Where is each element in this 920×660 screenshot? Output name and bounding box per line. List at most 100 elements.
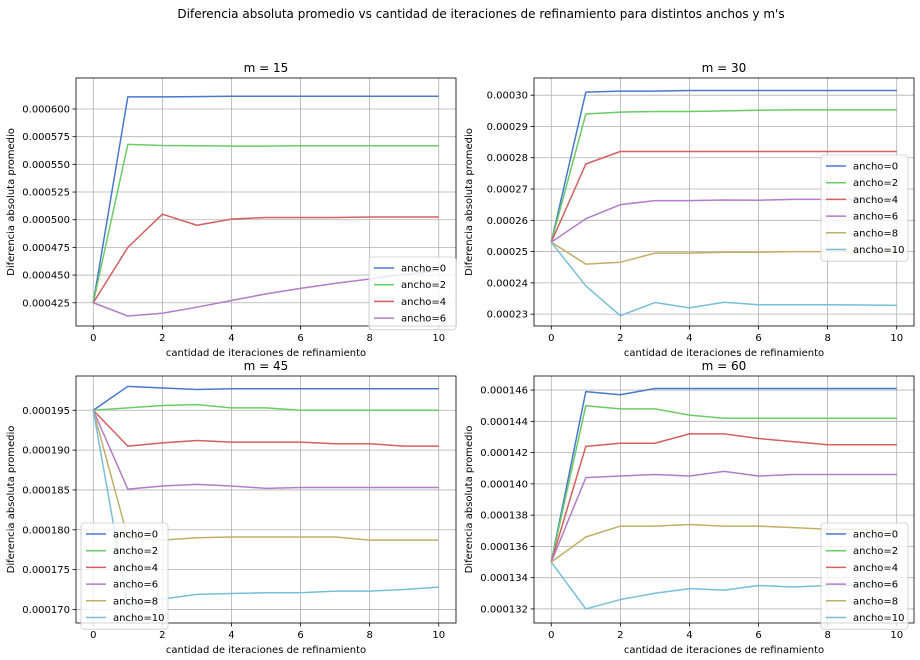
y-tick-label: 0.000175 (22, 565, 70, 576)
y-tick-label: 0.000525 (22, 188, 70, 199)
y-tick-label: 0.000170 (22, 605, 70, 616)
y-tick-label: 0.00027 (487, 185, 528, 196)
legend-label-ancho-8: ancho=8 (853, 596, 898, 607)
legend-label-ancho-10: ancho=10 (113, 613, 165, 624)
x-tick-label: 4 (228, 333, 234, 344)
series-line-ancho-2 (92, 143, 439, 303)
legend-label-ancho-6: ancho=6 (853, 212, 898, 223)
x-tick-label: 2 (159, 333, 165, 344)
x-tick-label: 10 (890, 333, 903, 344)
legend-frame (820, 522, 909, 630)
x-axis-label: cantidad de iteraciones de refinamiento (624, 348, 824, 359)
x-tick-label: 2 (617, 630, 623, 641)
y-tick-label: 0.000142 (480, 448, 528, 459)
x-tick-label: 8 (366, 630, 372, 641)
legend: ancho=0 ancho=2 ancho=4 ancho=6 (368, 256, 457, 331)
subplot-3: 0 2 4 6 8 10 0.000170 0.000175 0.000180 0.000185 0… (6, 359, 457, 656)
legend-label-ancho-4: ancho=4 (113, 563, 158, 574)
x-tick-label: 4 (228, 630, 234, 641)
x-tick-label: 10 (432, 333, 445, 344)
series-line-ancho-4 (92, 409, 439, 447)
x-tick-label: 6 (297, 630, 303, 641)
x-tick-label: 6 (297, 333, 303, 344)
x-tick-label: 0 (548, 333, 554, 344)
legend-label-ancho-0: ancho=0 (113, 530, 158, 541)
y-tick-label: 0.000425 (22, 298, 70, 309)
subplot-title: m = 45 (244, 359, 289, 373)
subplot-grid: 0 2 4 6 8 10 0.000425 0.000450 0.000475 0.000500 0… (6, 61, 915, 656)
y-tick-label: 0.00029 (487, 122, 528, 133)
axes-frame (75, 375, 457, 624)
x-tick-label: 2 (617, 333, 623, 344)
y-tick-label: 0.000132 (480, 604, 528, 615)
x-tick-label: 8 (366, 333, 372, 344)
x-tick-label: 0 (90, 630, 96, 641)
y-axis-label: Diferencia absoluta promedio (464, 128, 475, 276)
x-axis-label: cantidad de iteraciones de refinamiento (624, 645, 824, 656)
legend-frame (80, 522, 169, 630)
y-tick-label: 0.000195 (22, 406, 70, 417)
legend-label-ancho-2: ancho=2 (113, 546, 158, 557)
legend-label-ancho-2: ancho=2 (401, 280, 446, 291)
y-tick-label: 0.000450 (22, 271, 70, 282)
legend-label-ancho-4: ancho=4 (401, 297, 446, 308)
y-tick-label: 0.000138 (480, 511, 528, 522)
x-tick-label: 8 (824, 333, 830, 344)
y-tick-label: 0.00025 (487, 247, 528, 258)
subplot-1: 0 2 4 6 8 10 0.000425 0.000450 0.000475 0.000500 0… (6, 61, 457, 359)
y-tick-label: 0.000144 (480, 417, 528, 428)
subplot-2: 0 2 4 6 8 10 0.00023 0.00024 0.00025 0.00026 0.000… (464, 61, 915, 359)
legend-label-ancho-2: ancho=2 (853, 178, 898, 189)
y-axis-label: Diferencia absoluta promedio (464, 426, 475, 574)
x-tick-label: 8 (824, 630, 830, 641)
legend-label-ancho-4: ancho=4 (853, 563, 898, 574)
x-tick-label: 0 (548, 630, 554, 641)
series-line-ancho-0 (92, 385, 439, 411)
y-tick-label: 0.000475 (22, 243, 70, 254)
x-tick-label: 6 (755, 333, 761, 344)
legend-label-ancho-6: ancho=6 (113, 580, 158, 591)
series-line-ancho-0 (92, 95, 439, 303)
figure-suptitle: Diferencia absoluta promedio vs cantidad… (177, 7, 784, 21)
series-line-ancho-2 (550, 404, 897, 563)
series-line-ancho-10 (550, 241, 897, 317)
y-tick-label: 0.000550 (22, 160, 70, 171)
axes-frame (533, 77, 915, 327)
y-axis-label: Diferencia absoluta promedio (6, 128, 17, 276)
y-tick-label: 0.000500 (22, 215, 70, 226)
legend-label-ancho-0: ancho=0 (401, 264, 446, 275)
legend-label-ancho-2: ancho=2 (853, 546, 898, 557)
y-tick-label: 0.000136 (480, 542, 528, 553)
y-tick-label: 0.000146 (480, 386, 528, 397)
y-tick-label: 0.000134 (480, 573, 528, 584)
x-axis-label: cantidad de iteraciones de refinamiento (166, 348, 366, 359)
y-tick-label: 0.000140 (480, 479, 528, 490)
y-tick-label: 0.00024 (487, 278, 528, 289)
y-tick-label: 0.000600 (22, 105, 70, 116)
series-line-ancho-0 (550, 387, 897, 563)
legend-frame (820, 154, 909, 262)
axes-frame (75, 77, 457, 327)
legend-label-ancho-4: ancho=4 (853, 195, 898, 206)
series-line-ancho-8 (92, 410, 439, 541)
x-tick-label: 4 (686, 333, 692, 344)
legend-label-ancho-8: ancho=8 (113, 596, 158, 607)
subplot-4: 0 2 4 6 8 10 0.000132 0.000134 0.000136 0.000138 0… (464, 359, 915, 656)
y-tick-label: 0.00028 (487, 153, 528, 164)
legend: ancho=0 ancho=2 ancho=4 ancho=6 ancho=8 ancho… (820, 154, 909, 262)
axes-frame (533, 375, 915, 624)
legend-frame (368, 256, 457, 331)
subplot-title: m = 60 (702, 359, 747, 373)
series-line-ancho-4 (550, 150, 897, 243)
legend-label-ancho-0: ancho=0 (853, 162, 898, 173)
x-axis-label: cantidad de iteraciones de refinamiento (166, 645, 366, 656)
subplot-title: m = 15 (244, 61, 289, 75)
x-tick-label: 2 (159, 630, 165, 641)
series-line-ancho-0 (550, 89, 897, 243)
y-tick-label: 0.000180 (22, 525, 70, 536)
y-tick-label: 0.000185 (22, 485, 70, 496)
legend-label-ancho-10: ancho=10 (853, 613, 905, 624)
x-tick-label: 4 (686, 630, 692, 641)
legend-label-ancho-8: ancho=8 (853, 228, 898, 239)
